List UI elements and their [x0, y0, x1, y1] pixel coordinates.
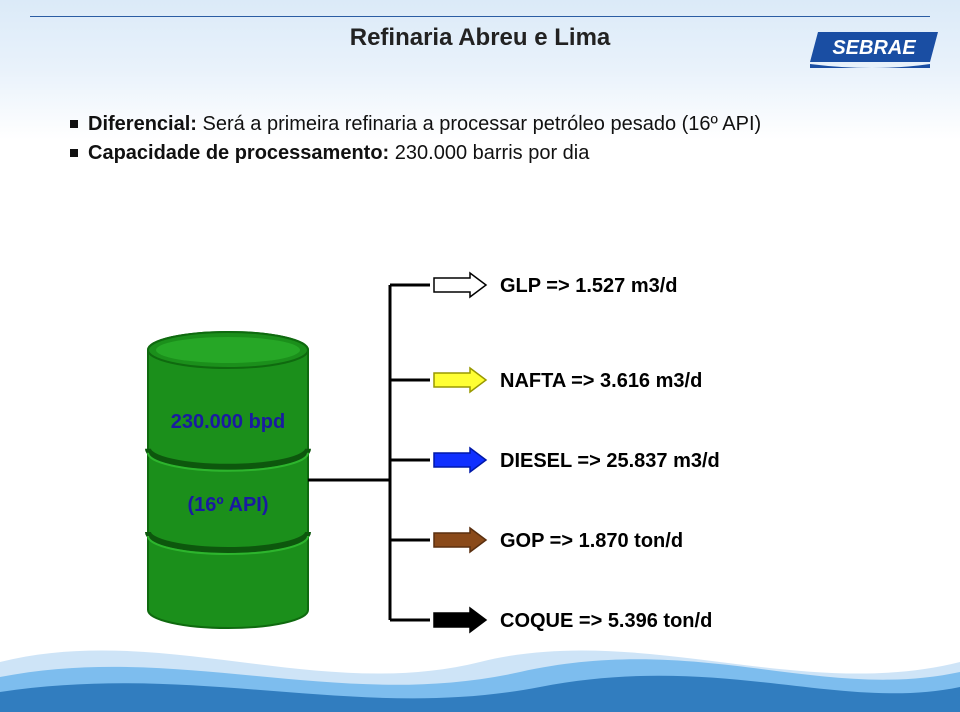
bullet-text: Capacidade de processamento: 230.000 bar… — [88, 141, 589, 166]
bullet-text: Diferencial: Será a primeira refinaria a… — [88, 112, 761, 137]
svg-text:SEBRAE: SEBRAE — [832, 37, 916, 59]
bullet-list: Diferencial: Será a primeira refinaria a… — [70, 112, 900, 170]
bullet-rest: Será a primeira refinaria a processar pe… — [197, 113, 761, 135]
bullet-label: Capacidade de processamento: — [88, 142, 389, 164]
top-rule — [30, 16, 930, 17]
bullet-rest: 230.000 barris por dia — [389, 142, 589, 164]
output-label: COQUE => 5.396 ton/d — [500, 610, 712, 632]
barrel-lid-highlight — [156, 337, 300, 363]
bullet-marker — [70, 120, 78, 128]
bullet-item: Diferencial: Será a primeira refinaria a… — [70, 112, 900, 137]
bullet-item: Capacidade de processamento: 230.000 bar… — [70, 141, 900, 166]
barrel-label: (16º API) — [187, 494, 268, 516]
output-label: NAFTA => 3.616 m3/d — [500, 370, 702, 392]
output-label: GLP => 1.527 m3/d — [500, 275, 678, 297]
bullet-label: Diferencial: — [88, 113, 197, 135]
output-label: DIESEL => 25.837 m3/d — [500, 450, 720, 472]
output-label: GOP => 1.870 ton/d — [500, 530, 683, 552]
barrel-body — [148, 332, 308, 628]
refinery-flow-diagram: 230.000 bpd (16º API) GLP => 1.527 m3/d NAF… — [140, 270, 820, 650]
output-arrow — [434, 608, 486, 632]
output-arrow — [434, 273, 486, 297]
output-arrow — [434, 528, 486, 552]
output-arrow — [434, 448, 486, 472]
barrel-label: 230.000 bpd — [171, 411, 286, 433]
bullet-marker — [70, 149, 78, 157]
output-arrow — [434, 368, 486, 392]
sebrae-logo: SEBRAE — [810, 28, 940, 73]
